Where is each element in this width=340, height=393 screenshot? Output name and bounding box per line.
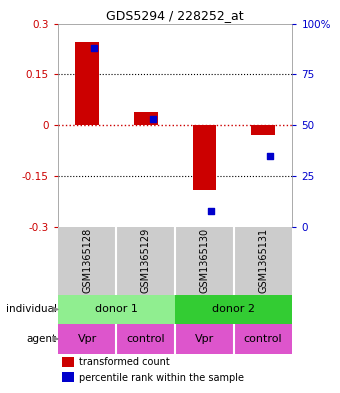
Point	[209, 208, 214, 214]
Bar	[193, 125, 216, 190]
Text: GSM1365131: GSM1365131	[258, 228, 268, 294]
Bar	[234, 324, 292, 354]
Bar	[63, 357, 74, 367]
Bar	[134, 112, 157, 125]
Text: donor 1: donor 1	[95, 305, 138, 314]
Text: donor 2: donor 2	[212, 305, 255, 314]
Text: transformed count: transformed count	[79, 357, 170, 367]
Bar	[58, 227, 116, 295]
Bar	[116, 324, 175, 354]
Text: GSM1365128: GSM1365128	[82, 228, 92, 294]
Bar	[58, 295, 175, 324]
Bar	[58, 324, 116, 354]
Text: control: control	[126, 334, 165, 344]
Text: Vpr: Vpr	[78, 334, 97, 344]
Text: agent: agent	[27, 334, 57, 344]
Title: GDS5294 / 228252_at: GDS5294 / 228252_at	[106, 9, 244, 22]
Text: percentile rank within the sample: percentile rank within the sample	[79, 373, 244, 382]
Bar	[234, 227, 292, 295]
Point	[150, 116, 155, 122]
Text: Vpr: Vpr	[195, 334, 214, 344]
Text: control: control	[244, 334, 283, 344]
Text: GSM1365130: GSM1365130	[200, 228, 209, 294]
Bar	[63, 373, 74, 382]
Bar	[175, 324, 234, 354]
Bar	[251, 125, 275, 136]
Bar	[75, 42, 99, 125]
Bar	[175, 295, 292, 324]
Bar	[116, 227, 175, 295]
Bar	[175, 227, 234, 295]
Text: GSM1365129: GSM1365129	[141, 228, 151, 294]
Text: individual: individual	[6, 305, 57, 314]
Point	[91, 45, 97, 51]
Point	[267, 152, 273, 159]
